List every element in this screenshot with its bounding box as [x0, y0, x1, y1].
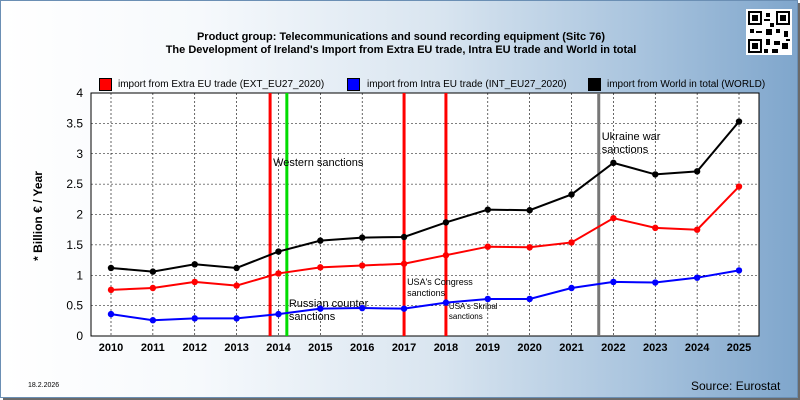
legend-label-extra-eu: import from Extra EU trade (EXT_EU27_202…: [118, 79, 325, 90]
y-tick-label: 2.5: [66, 177, 83, 191]
data-point: [568, 239, 575, 246]
data-point: [693, 226, 701, 233]
data-point: [652, 279, 659, 286]
data-point: [652, 224, 659, 232]
data-point: [400, 233, 408, 241]
x-tick-label: 2011: [141, 342, 165, 354]
x-tick-label: 2020: [517, 342, 541, 354]
data-point: [610, 159, 617, 167]
data-point: [442, 219, 450, 226]
data-point: [484, 206, 491, 213]
data-point: [652, 171, 659, 178]
data-point: [442, 252, 450, 259]
data-point: [233, 282, 240, 289]
x-tick-label: 2012: [182, 342, 206, 354]
data-point: [317, 264, 324, 271]
legend-label-world: import from World in total (WORLD): [607, 79, 766, 90]
x-tick-label: 2013: [224, 342, 248, 354]
data-point: [526, 207, 533, 214]
y-tick-label: 1: [76, 268, 83, 282]
data-point: [484, 243, 491, 250]
y-tick-label: 0.5: [66, 299, 83, 313]
data-point: [693, 168, 701, 175]
x-tick-label: 2019: [476, 342, 500, 354]
legend-label-intra-eu: import from Intra EU trade (INT_EU27_202…: [367, 79, 567, 90]
x-tick-label: 2014: [266, 342, 291, 354]
x-tick-label: 2018: [434, 342, 458, 354]
legend-swatch-extra-eu: [99, 78, 112, 91]
event-label: Ukraine war sanctions: [602, 131, 661, 156]
data-point: [610, 214, 617, 222]
y-tick-label: 2: [76, 208, 83, 222]
data-point: [149, 284, 157, 292]
chart-title: Product group: Telecommunications and so…: [196, 31, 606, 43]
data-point: [149, 317, 157, 324]
chart-subtitle: The Development of Ireland's Import from…: [165, 44, 637, 56]
y-tick-label: 3.5: [66, 116, 83, 130]
data-point: [275, 270, 282, 277]
data-point: [526, 295, 533, 303]
data-point: [568, 284, 575, 292]
data-point: [107, 286, 115, 294]
legend-swatch-intra-eu: [347, 78, 360, 91]
data-point: [191, 261, 198, 268]
data-point: [400, 260, 408, 267]
series-line: [110, 185, 740, 291]
x-tick-label: 2024: [685, 342, 710, 354]
x-tick-label: 2025: [727, 342, 751, 354]
data-point: [610, 278, 617, 286]
x-tick-label: 2015: [308, 342, 332, 354]
data-point: [400, 305, 408, 312]
x-tick-label: 2022: [601, 342, 625, 354]
source-note: Source: Eurostat: [691, 379, 781, 393]
series-line: [110, 120, 740, 273]
y-tick-label: 3: [76, 147, 83, 161]
data-point: [735, 267, 743, 274]
event-label: USA's Congress sanctions: [407, 277, 473, 298]
data-point: [526, 244, 533, 251]
qr-code-icon: [746, 9, 792, 55]
data-point: [735, 183, 743, 190]
data-point: [735, 118, 743, 125]
data-point: [275, 248, 282, 255]
data-point: [359, 234, 366, 241]
x-tick-label: 2010: [99, 342, 123, 354]
x-tick-label: 2023: [643, 342, 667, 354]
data-point: [191, 278, 198, 286]
y-tick-label: 1.5: [66, 238, 83, 252]
event-label: Russian counter sanctions: [289, 298, 369, 323]
legend-swatch-world: [588, 78, 601, 91]
x-tick-label: 2016: [350, 342, 374, 354]
y-tick-label: 0: [76, 329, 83, 343]
data-point: [275, 310, 282, 318]
data-point: [317, 305, 324, 312]
data-point: [233, 315, 240, 322]
event-label: Western sanctions: [273, 157, 364, 169]
event-label: USA's Skribal sanctions: [449, 302, 498, 321]
data-point: [191, 315, 198, 322]
y-tick-label: 4: [76, 86, 83, 100]
data-point: [359, 304, 366, 312]
data-point: [107, 264, 115, 272]
data-point: [233, 264, 240, 272]
data-point: [317, 237, 324, 244]
data-point: [359, 262, 366, 269]
data-point: [693, 274, 701, 281]
data-point: [149, 268, 157, 275]
date-stamp: 18.2.2026: [28, 382, 60, 389]
series-line: [110, 269, 740, 322]
data-point: [442, 299, 450, 306]
data-point: [568, 191, 575, 198]
x-tick-label: 2017: [392, 342, 416, 354]
data-point: [484, 295, 491, 303]
data-point: [107, 310, 115, 318]
x-tick-label: 2021: [559, 342, 583, 354]
